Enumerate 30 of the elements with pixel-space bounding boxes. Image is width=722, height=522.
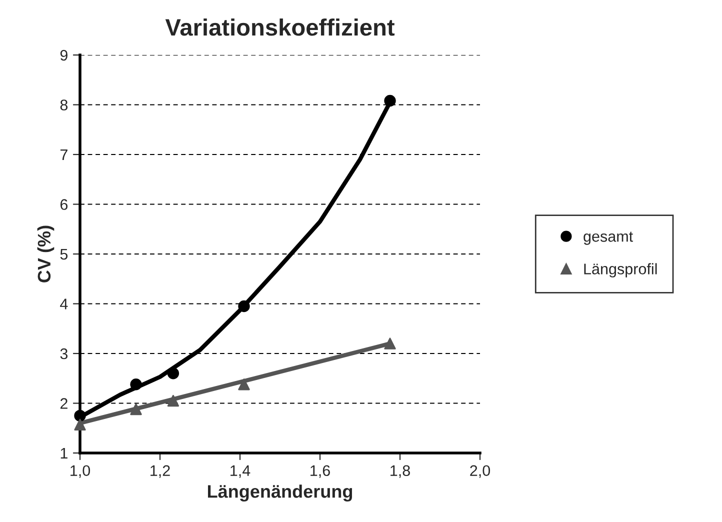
y-axis-title: CV (%) — [37, 226, 54, 282]
point — [384, 338, 396, 350]
y-tick-label: 2 — [60, 398, 68, 409]
y-tick-label: 4 — [60, 298, 68, 310]
point — [74, 410, 86, 422]
x-tick-label: 2,0 — [470, 465, 490, 478]
point — [167, 394, 180, 407]
point — [130, 378, 142, 390]
x-tick-label: 1,8 — [390, 465, 410, 478]
y-tick-label: 8 — [60, 100, 68, 110]
y-tick-label: 6 — [60, 199, 68, 210]
point — [238, 378, 250, 390]
point — [167, 368, 180, 380]
point — [384, 94, 396, 107]
x-axis-title: Längenänderung — [208, 484, 352, 502]
chart-title: Variationskoeffizient — [165, 18, 395, 36]
x-tick-label: 1,6 — [310, 465, 330, 478]
x-tick-label: 1,2 — [150, 465, 170, 478]
y-tick-label: 3 — [60, 348, 68, 360]
y-tick-label: 1 — [60, 448, 68, 459]
x-tick-label: 1,0 — [70, 465, 90, 478]
point — [130, 403, 142, 416]
x-tick-label: 1,4 — [230, 465, 250, 478]
point — [74, 418, 86, 430]
y-tick-label: 5 — [60, 249, 68, 260]
point — [238, 300, 250, 312]
y-tick-label: 9 — [60, 50, 68, 61]
y-tick-label: 7 — [60, 150, 68, 160]
legend-label: gesamt — [584, 232, 633, 245]
legend-label: Längsprofil — [584, 263, 657, 278]
